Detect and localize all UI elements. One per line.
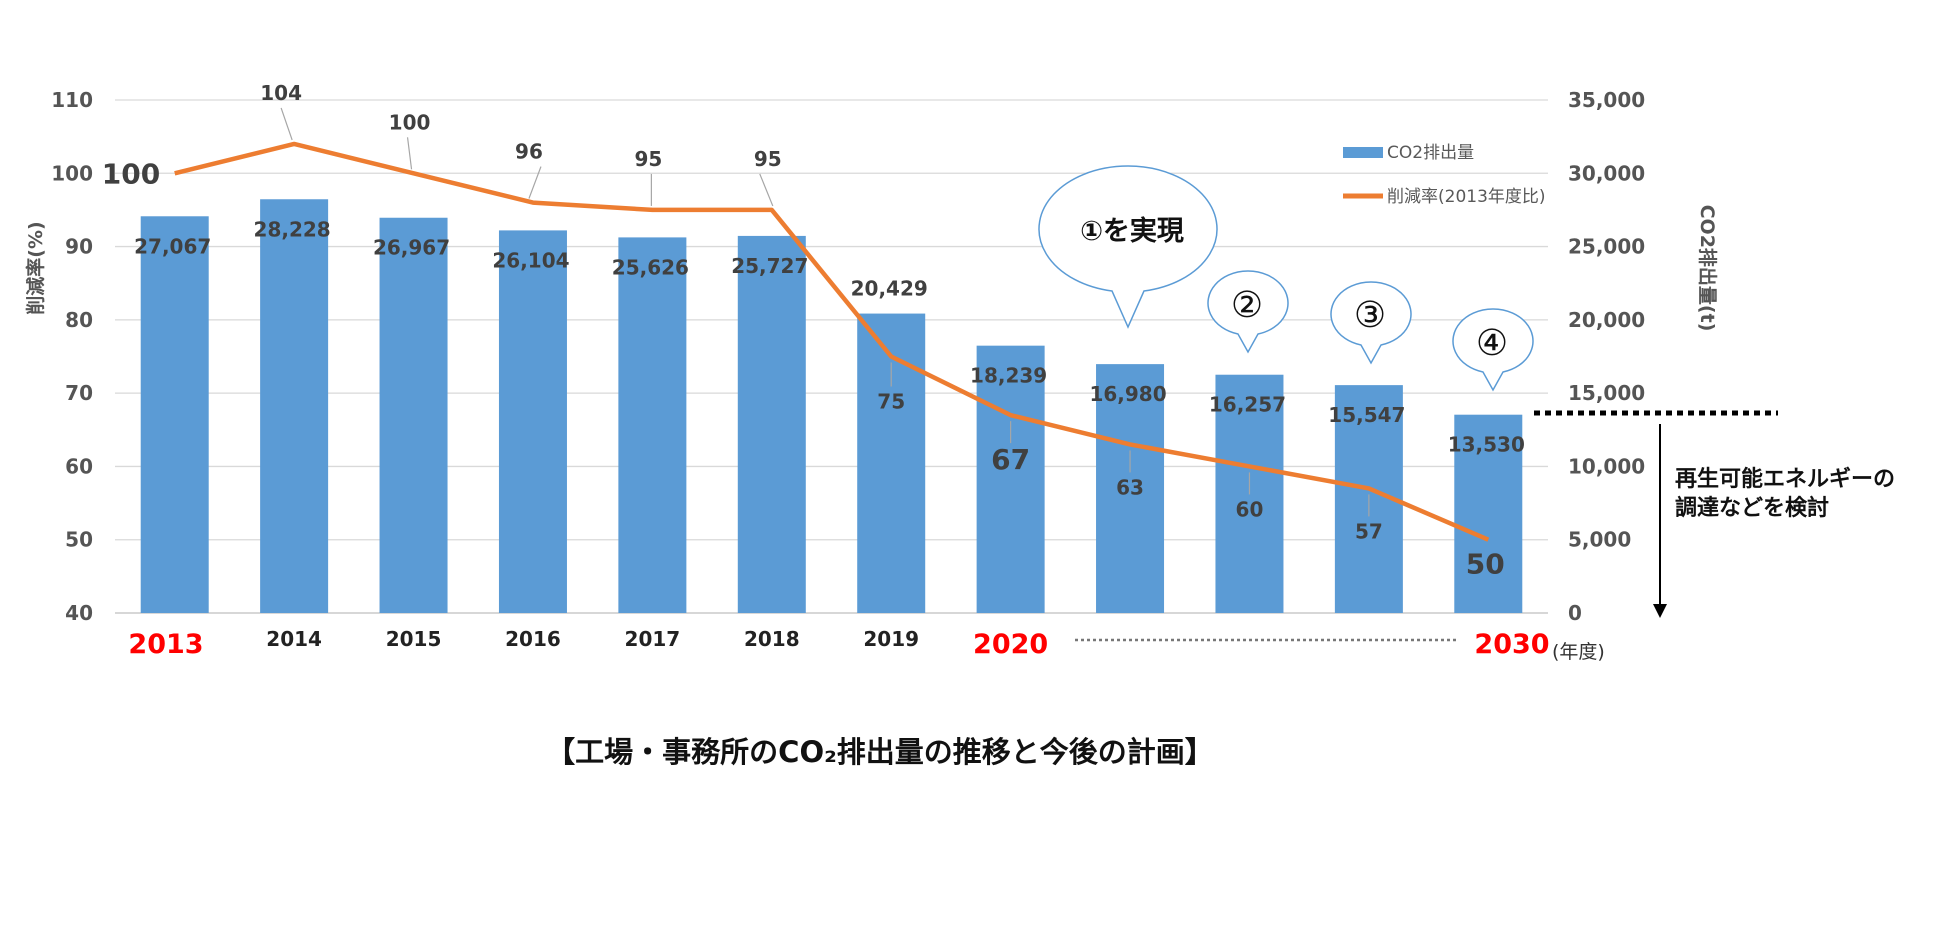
y-right-tick-label: 35,000 (1568, 88, 1645, 112)
bubble-4: ④ (1452, 308, 1534, 392)
legend-bar-label: CO2排出量 (1387, 143, 1474, 163)
bar-3 (498, 230, 567, 613)
category-label-0: 2013 (128, 629, 203, 660)
category-label-11: 2030 (1474, 629, 1549, 660)
bubble-3-shape (1330, 281, 1412, 365)
category-label-7: 2020 (973, 629, 1048, 660)
bar-2 (379, 217, 448, 613)
y-right-axis-title: CO2排出量(t) (1696, 205, 1719, 332)
bubble-1-text: ①を実現 (1080, 215, 1184, 247)
legend: CO2排出量 削減率(2013年度比) (1343, 143, 1546, 207)
category-label-2: 2015 (386, 627, 442, 651)
bar-value-label-7: 18,239 (970, 364, 1047, 388)
category-labels: 2013 2014 2015 2016 2017 2018 2019 2020 2030 (128, 627, 1549, 660)
data-labels: 27,067 28,228 26,967 26,104 25,626 25,727 20,4… (102, 81, 1525, 581)
y-right-tick-label: 10,000 (1568, 454, 1645, 478)
bar-value-label-2: 26,967 (373, 236, 450, 260)
bubble-2: ② (1207, 270, 1289, 354)
rate-leader-line-1 (280, 107, 293, 141)
bubble-3: ③ (1330, 281, 1412, 365)
rate-value-label-6: 75 (877, 390, 905, 414)
bar-1 (260, 199, 329, 613)
bubble-4-shape (1452, 308, 1534, 392)
rate-leader-line-3 (528, 166, 542, 199)
rate-value-label-9: 60 (1236, 497, 1264, 521)
y-left-tick-label: 60 (65, 454, 93, 478)
rate-value-label-7: 67 (991, 443, 1030, 476)
rate-leader-line-5 (759, 173, 774, 207)
note-line-1: 再生可能エネルギーの (1675, 466, 1895, 492)
bubble-1: ①を実現 (1038, 165, 1218, 329)
y-right-tick-label: 30,000 (1568, 161, 1645, 185)
line-series (174, 141, 1490, 542)
grid-lines (115, 99, 1548, 614)
bar-value-label-3: 26,104 (492, 248, 569, 272)
category-label-3: 2016 (505, 627, 561, 651)
bar-value-label-8: 16,980 (1089, 382, 1166, 406)
rate-value-label-3: 96 (515, 140, 543, 164)
bubble-2-shape (1207, 270, 1289, 354)
note-line-2: 調達などを検討 (1675, 495, 1829, 521)
rate-value-label-5: 95 (754, 147, 782, 171)
bar-value-label-9: 16,257 (1209, 393, 1286, 417)
bar-value-label-1: 28,228 (254, 217, 331, 241)
bar-4 (618, 237, 687, 613)
bar-value-label-4: 25,626 (612, 255, 689, 279)
y-right-tick-label: 15,000 (1568, 381, 1645, 405)
rate-value-label-11: 50 (1466, 548, 1505, 581)
chart-caption: 【工場・事務所のCO₂排出量の推移と今後の計画】 (546, 735, 1214, 769)
y-left-tick-label: 70 (65, 381, 93, 405)
y-left-axis-title: 削減率(%) (24, 221, 47, 314)
y-left-tick-label: 90 (65, 235, 93, 259)
rate-value-label-2: 100 (389, 110, 431, 134)
category-label-4: 2017 (625, 627, 681, 651)
y-left-tick-label: 80 (65, 308, 93, 332)
legend-bar-swatch (1343, 147, 1383, 158)
x-axis-unit: (年度) (1552, 641, 1605, 663)
bubble-3-text: ③ (1354, 295, 1386, 336)
y-right-tick-label: 0 (1568, 601, 1582, 625)
rate-value-label-1: 104 (260, 81, 302, 105)
bar-5 (737, 235, 806, 613)
rate-leader-line-2 (406, 137, 413, 170)
y-right-tick-label: 20,000 (1568, 308, 1645, 332)
y-left-tick-label: 50 (65, 528, 93, 552)
y-left-tick-label: 100 (51, 161, 93, 185)
rate-value-label-0: 100 (102, 157, 160, 190)
bar-value-label-11: 13,530 (1448, 433, 1525, 457)
legend-line-label: 削減率(2013年度比) (1387, 187, 1546, 207)
bubble-4-text: ④ (1476, 323, 1508, 364)
rate-value-label-10: 57 (1355, 519, 1383, 543)
rate-value-label-4: 95 (634, 147, 662, 171)
y-left-tick-label: 40 (65, 601, 93, 625)
bar-value-label-6: 20,429 (851, 277, 928, 301)
bar-value-label-10: 15,547 (1328, 403, 1405, 427)
axes: 40 0 50 5,000 60 10,000 70 15,000 80 20,000 90 25,0… (51, 88, 1645, 625)
bar-0 (140, 216, 209, 613)
rate-value-label-8: 63 (1116, 475, 1144, 499)
bar-7 (976, 345, 1045, 613)
category-label-5: 2018 (744, 627, 800, 651)
rate-line (174, 141, 1490, 542)
bar-value-label-0: 27,067 (134, 234, 211, 258)
bar-11 (1454, 414, 1523, 613)
y-right-tick-label: 25,000 (1568, 235, 1645, 259)
y-left-tick-label: 110 (51, 88, 93, 112)
bar-value-label-5: 25,727 (731, 254, 808, 278)
reduction-arrow-head (1653, 604, 1667, 618)
bubble-1-shape (1038, 165, 1218, 329)
bubble-2-text: ② (1231, 285, 1263, 326)
category-label-6: 2019 (863, 627, 919, 651)
bar-8 (1096, 364, 1165, 613)
category-label-1: 2014 (266, 627, 322, 651)
bar-series (140, 199, 1523, 613)
y-right-tick-label: 5,000 (1568, 528, 1631, 552)
